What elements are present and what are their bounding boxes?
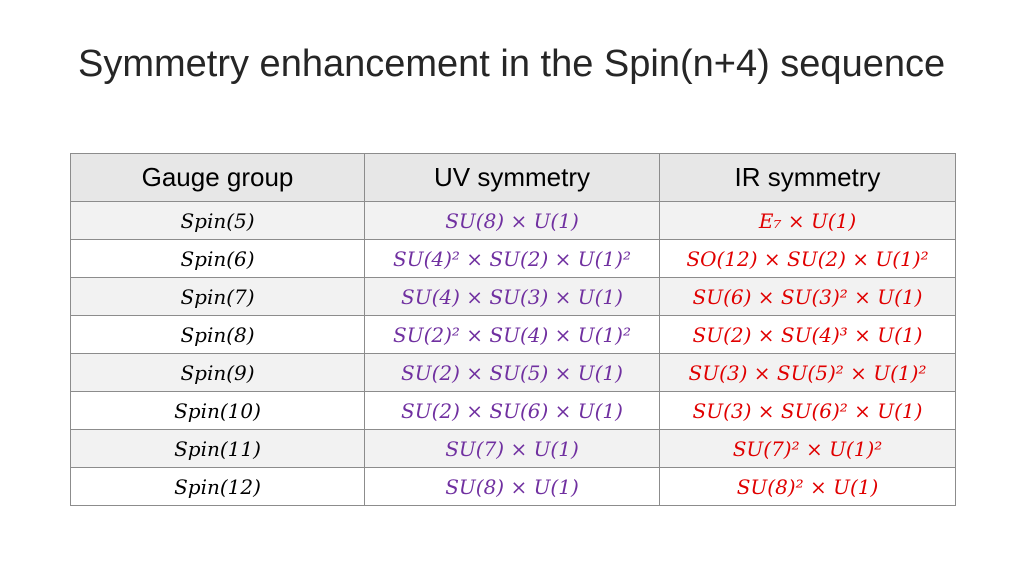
gauge-group-cell: Spin(6) <box>70 239 365 278</box>
table-row: Spin(8) SU(2)² × SU(4) × U(1)² SU(2) × S… <box>70 315 956 354</box>
ir-symmetry-cell: SU(7)² × U(1)² <box>659 429 956 468</box>
gauge-group-cell: Spin(8) <box>70 315 365 354</box>
symmetry-table: Gauge group UV symmetry IR symmetry Spin… <box>70 153 956 506</box>
table-row: Spin(5) SU(8) × U(1) E₇ × U(1) <box>70 201 956 240</box>
table-row: Spin(7) SU(4) × SU(3) × U(1) SU(6) × SU(… <box>70 277 956 316</box>
ir-symmetry-cell: E₇ × U(1) <box>659 201 956 240</box>
ir-symmetry-cell: SU(3) × SU(6)² × U(1) <box>659 391 956 430</box>
slide-title: Symmetry enhancement in the Spin(n+4) se… <box>78 43 946 85</box>
gauge-group-cell: Spin(12) <box>70 467 365 506</box>
uv-symmetry-cell: SU(2)² × SU(4) × U(1)² <box>364 315 660 354</box>
table-row: Spin(12) SU(8) × U(1) SU(8)² × U(1) <box>70 467 956 506</box>
uv-symmetry-cell: SU(8) × U(1) <box>364 201 660 240</box>
table-row: Spin(9) SU(2) × SU(5) × U(1) SU(3) × SU(… <box>70 353 956 392</box>
uv-symmetry-cell: SU(4) × SU(3) × U(1) <box>364 277 660 316</box>
header-uv-symmetry: UV symmetry <box>364 153 660 202</box>
table-row: Spin(6) SU(4)² × SU(2) × U(1)² SO(12) × … <box>70 239 956 278</box>
uv-symmetry-cell: SU(8) × U(1) <box>364 467 660 506</box>
table-row: Spin(11) SU(7) × U(1) SU(7)² × U(1)² <box>70 429 956 468</box>
ir-symmetry-cell: SO(12) × SU(2) × U(1)² <box>659 239 956 278</box>
gauge-group-cell: Spin(7) <box>70 277 365 316</box>
header-ir-symmetry: IR symmetry <box>659 153 956 202</box>
header-gauge-group: Gauge group <box>70 153 365 202</box>
uv-symmetry-cell: SU(2) × SU(5) × U(1) <box>364 353 660 392</box>
ir-symmetry-cell: SU(2) × SU(4)³ × U(1) <box>659 315 956 354</box>
ir-symmetry-cell: SU(6) × SU(3)² × U(1) <box>659 277 956 316</box>
gauge-group-cell: Spin(9) <box>70 353 365 392</box>
gauge-group-cell: Spin(5) <box>70 201 365 240</box>
ir-symmetry-cell: SU(3) × SU(5)² × U(1)² <box>659 353 956 392</box>
uv-symmetry-cell: SU(4)² × SU(2) × U(1)² <box>364 239 660 278</box>
uv-symmetry-cell: SU(7) × U(1) <box>364 429 660 468</box>
ir-symmetry-cell: SU(8)² × U(1) <box>659 467 956 506</box>
gauge-group-cell: Spin(10) <box>70 391 365 430</box>
gauge-group-cell: Spin(11) <box>70 429 365 468</box>
table-row: Spin(10) SU(2) × SU(6) × U(1) SU(3) × SU… <box>70 391 956 430</box>
table-header-row: Gauge group UV symmetry IR symmetry <box>70 153 956 202</box>
uv-symmetry-cell: SU(2) × SU(6) × U(1) <box>364 391 660 430</box>
